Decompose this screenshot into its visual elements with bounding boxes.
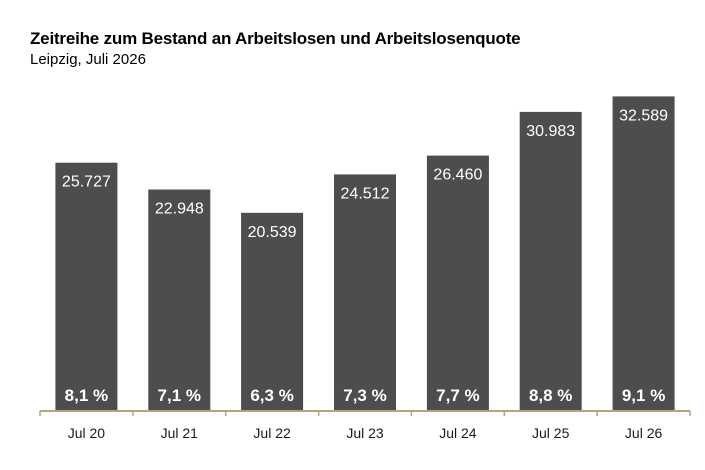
bar-value-label: 20.539	[248, 224, 297, 241]
bar-jul-24	[426, 155, 489, 411]
bar-value-label: 30.983	[526, 123, 575, 140]
bar-value-label: 32.589	[619, 107, 668, 124]
chart-title: Zeitreihe zum Bestand an Arbeitslosen un…	[30, 29, 521, 48]
bar-jul-21	[148, 189, 211, 411]
bar-jul-20	[55, 162, 118, 411]
quote-label: 8,1 %	[65, 386, 108, 405]
chart-subtitle: Leipzig, Juli 2026	[30, 51, 146, 68]
bar-value-label: 24.512	[341, 185, 390, 202]
x-axis-ticks	[39, 411, 691, 416]
quote-label: 7,7 %	[436, 386, 479, 405]
bar-value-label: 22.948	[155, 201, 204, 218]
bar-jul-22	[241, 212, 304, 411]
bar-jul-25	[519, 111, 582, 412]
x-tick-label: Jul 24	[439, 425, 477, 441]
quote-label: 6,3 %	[250, 386, 293, 405]
quote-label: 9,1 %	[622, 386, 665, 405]
bar-value-label: 25.727	[62, 174, 111, 191]
x-tick-label: Jul 23	[346, 425, 384, 441]
x-tick-label: Jul 22	[253, 425, 291, 441]
quote-label: 7,3 %	[343, 386, 386, 405]
bar-jul-26	[612, 96, 675, 412]
quote-label: 7,1 %	[158, 386, 201, 405]
x-tick-label: Jul 26	[625, 425, 663, 441]
x-tick-label: Jul 25	[532, 425, 570, 441]
x-tick-label: Jul 20	[68, 425, 106, 441]
bar-jul-23	[334, 174, 396, 411]
x-tick-label: Jul 21	[161, 425, 199, 441]
labels-group: 25.727 8,1 % Jul 20 22.948 7,1 % Jul 21 20.539…	[62, 107, 668, 441]
quote-label: 8,8 %	[529, 386, 572, 405]
bars-group	[55, 96, 675, 412]
bar-value-label: 26.460	[433, 167, 482, 184]
